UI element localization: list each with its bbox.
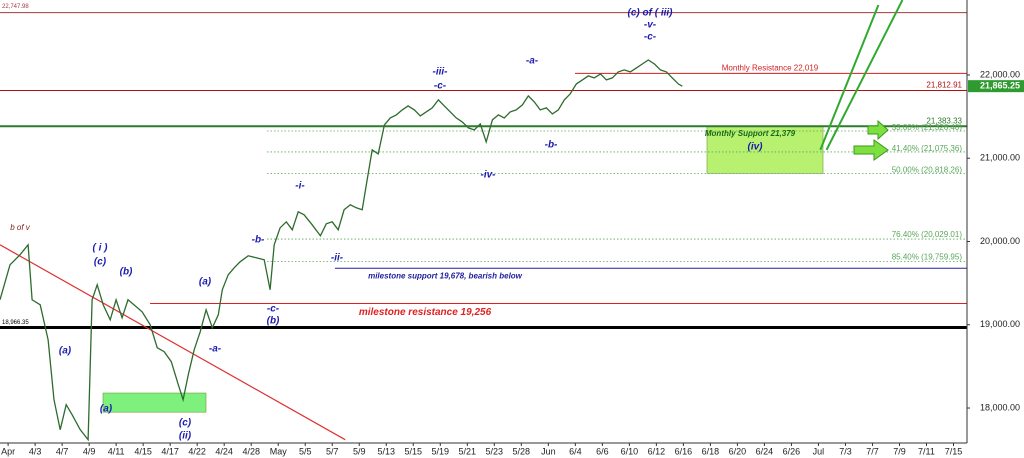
level-label: 21,812.91	[926, 81, 962, 90]
x-tick-label: 5/15	[405, 446, 423, 456]
wave-label: -c-	[434, 81, 447, 92]
wave-label: -i-	[295, 181, 305, 192]
zone	[102, 392, 207, 413]
y-tick-label: 22,000.00	[980, 69, 1020, 79]
wave-label: (b)	[267, 316, 280, 327]
arrow	[853, 139, 889, 161]
wave-label: (c)	[94, 257, 107, 268]
level-label: 18,966.35	[2, 320, 29, 326]
x-tick-label: 4/17	[161, 446, 179, 456]
x-tick-label: 4/9	[83, 446, 96, 456]
level-label: 21,383.33	[926, 116, 962, 125]
price-line	[0, 59, 683, 442]
x-tick-label: 5/5	[299, 446, 312, 456]
wave-label: -v-	[644, 20, 657, 31]
level-label: 41.40% (21,075.36)	[892, 144, 963, 153]
x-tick-label: 5/7	[326, 446, 339, 456]
x-tick-label: 4/11	[108, 446, 125, 456]
x-tick-label: 5/23	[486, 446, 504, 456]
x-tick-label: 6/26	[783, 446, 801, 456]
wave-label: -c-	[644, 32, 657, 43]
level-label: 22,747.98	[2, 4, 29, 10]
x-tick-label: 7/11	[918, 446, 935, 456]
x-tick-label: 4/3	[29, 446, 42, 456]
wave-label: -iv-	[481, 170, 497, 181]
x-tick-label: 4/22	[188, 446, 206, 456]
wave-label: -a-	[209, 344, 222, 355]
x-tick-label: 7/7	[866, 446, 879, 456]
wave-label: (c)	[179, 418, 192, 429]
arrows	[853, 119, 889, 161]
wave-label: -b-	[545, 140, 558, 151]
x-tick-label: 4/7	[56, 446, 69, 456]
x-tick-label: 6/20	[729, 446, 747, 456]
zone	[706, 126, 824, 174]
wave-label: b of v	[10, 223, 31, 232]
level-label: milestone support 19,678, bearish below	[368, 271, 523, 280]
x-tick-label: 6/18	[702, 446, 720, 456]
arrow	[867, 119, 889, 141]
x-tick-label: 5/13	[377, 446, 395, 456]
last-price-box	[968, 80, 1024, 93]
x-tick-label: Jun	[541, 446, 556, 456]
trendline	[0, 244, 346, 441]
wave-label: (ii)	[179, 431, 192, 442]
level-label: Monthly Resistance 22,019	[722, 63, 819, 72]
trendline	[819, 4, 880, 151]
x-tick-label: 5/19	[432, 446, 450, 456]
wave-label: -a-	[526, 56, 539, 67]
x-tick-label: 5/28	[513, 446, 531, 456]
x-tick-label: 5/21	[459, 446, 477, 456]
x-tick-label: 5/9	[353, 446, 366, 456]
y-tick-label: 19,000.00	[980, 319, 1020, 329]
x-tick-label: 6/16	[675, 446, 693, 456]
wave-label: (b)	[120, 267, 133, 278]
wave-label: -c-	[267, 304, 280, 315]
wave-label: (iv)	[748, 142, 764, 153]
level-label: 85.40% (19,759.95)	[892, 253, 963, 262]
wave-label: (a)	[199, 277, 212, 288]
x-tick-label: 6/12	[648, 446, 666, 456]
wave-label: -iii-	[433, 67, 449, 78]
wave-label: Monthly Support 21,379	[705, 129, 796, 138]
x-tick-label: 4/24	[215, 446, 233, 456]
x-tick-label: 4/28	[242, 446, 260, 456]
level-label: 76.40% (20,029.01)	[892, 230, 963, 239]
wave-label: (a)	[59, 346, 72, 357]
trendline	[825, 0, 904, 151]
wave-label: -ii-	[331, 253, 344, 264]
x-tick-label: May	[270, 446, 288, 456]
x-tick-label: 7/9	[893, 446, 906, 456]
level-label: 50.00% (20,818.26)	[892, 165, 963, 174]
y-tick-label: 18,000.00	[980, 402, 1020, 412]
x-tick-label: 7/15	[945, 446, 963, 456]
x-tick-label: 4/15	[134, 446, 152, 456]
x-tick-label: 6/6	[596, 446, 609, 456]
wave-label: -b-	[252, 235, 265, 246]
x-tick-label: 6/10	[621, 446, 639, 456]
y-tick-label: 20,000.00	[980, 236, 1020, 246]
x-tick-label: 6/4	[569, 446, 582, 456]
wave-label: (c) of ( iii)	[628, 8, 674, 19]
x-tick-label: Jul	[813, 446, 825, 456]
x-tick-label: 6/24	[756, 446, 774, 456]
level-label: milestone resistance 19,256	[359, 307, 492, 318]
y-tick-label: 21,000.00	[980, 153, 1020, 163]
x-tick-label: 7/3	[839, 446, 852, 456]
wave-label: (a)	[100, 404, 113, 415]
x-tick-label: Apr	[1, 446, 15, 456]
last-price-label: 21,865.25	[980, 81, 1020, 91]
level-label: 33.00% (21,326.40)	[892, 123, 963, 132]
wave-label: ( i )	[93, 243, 109, 254]
